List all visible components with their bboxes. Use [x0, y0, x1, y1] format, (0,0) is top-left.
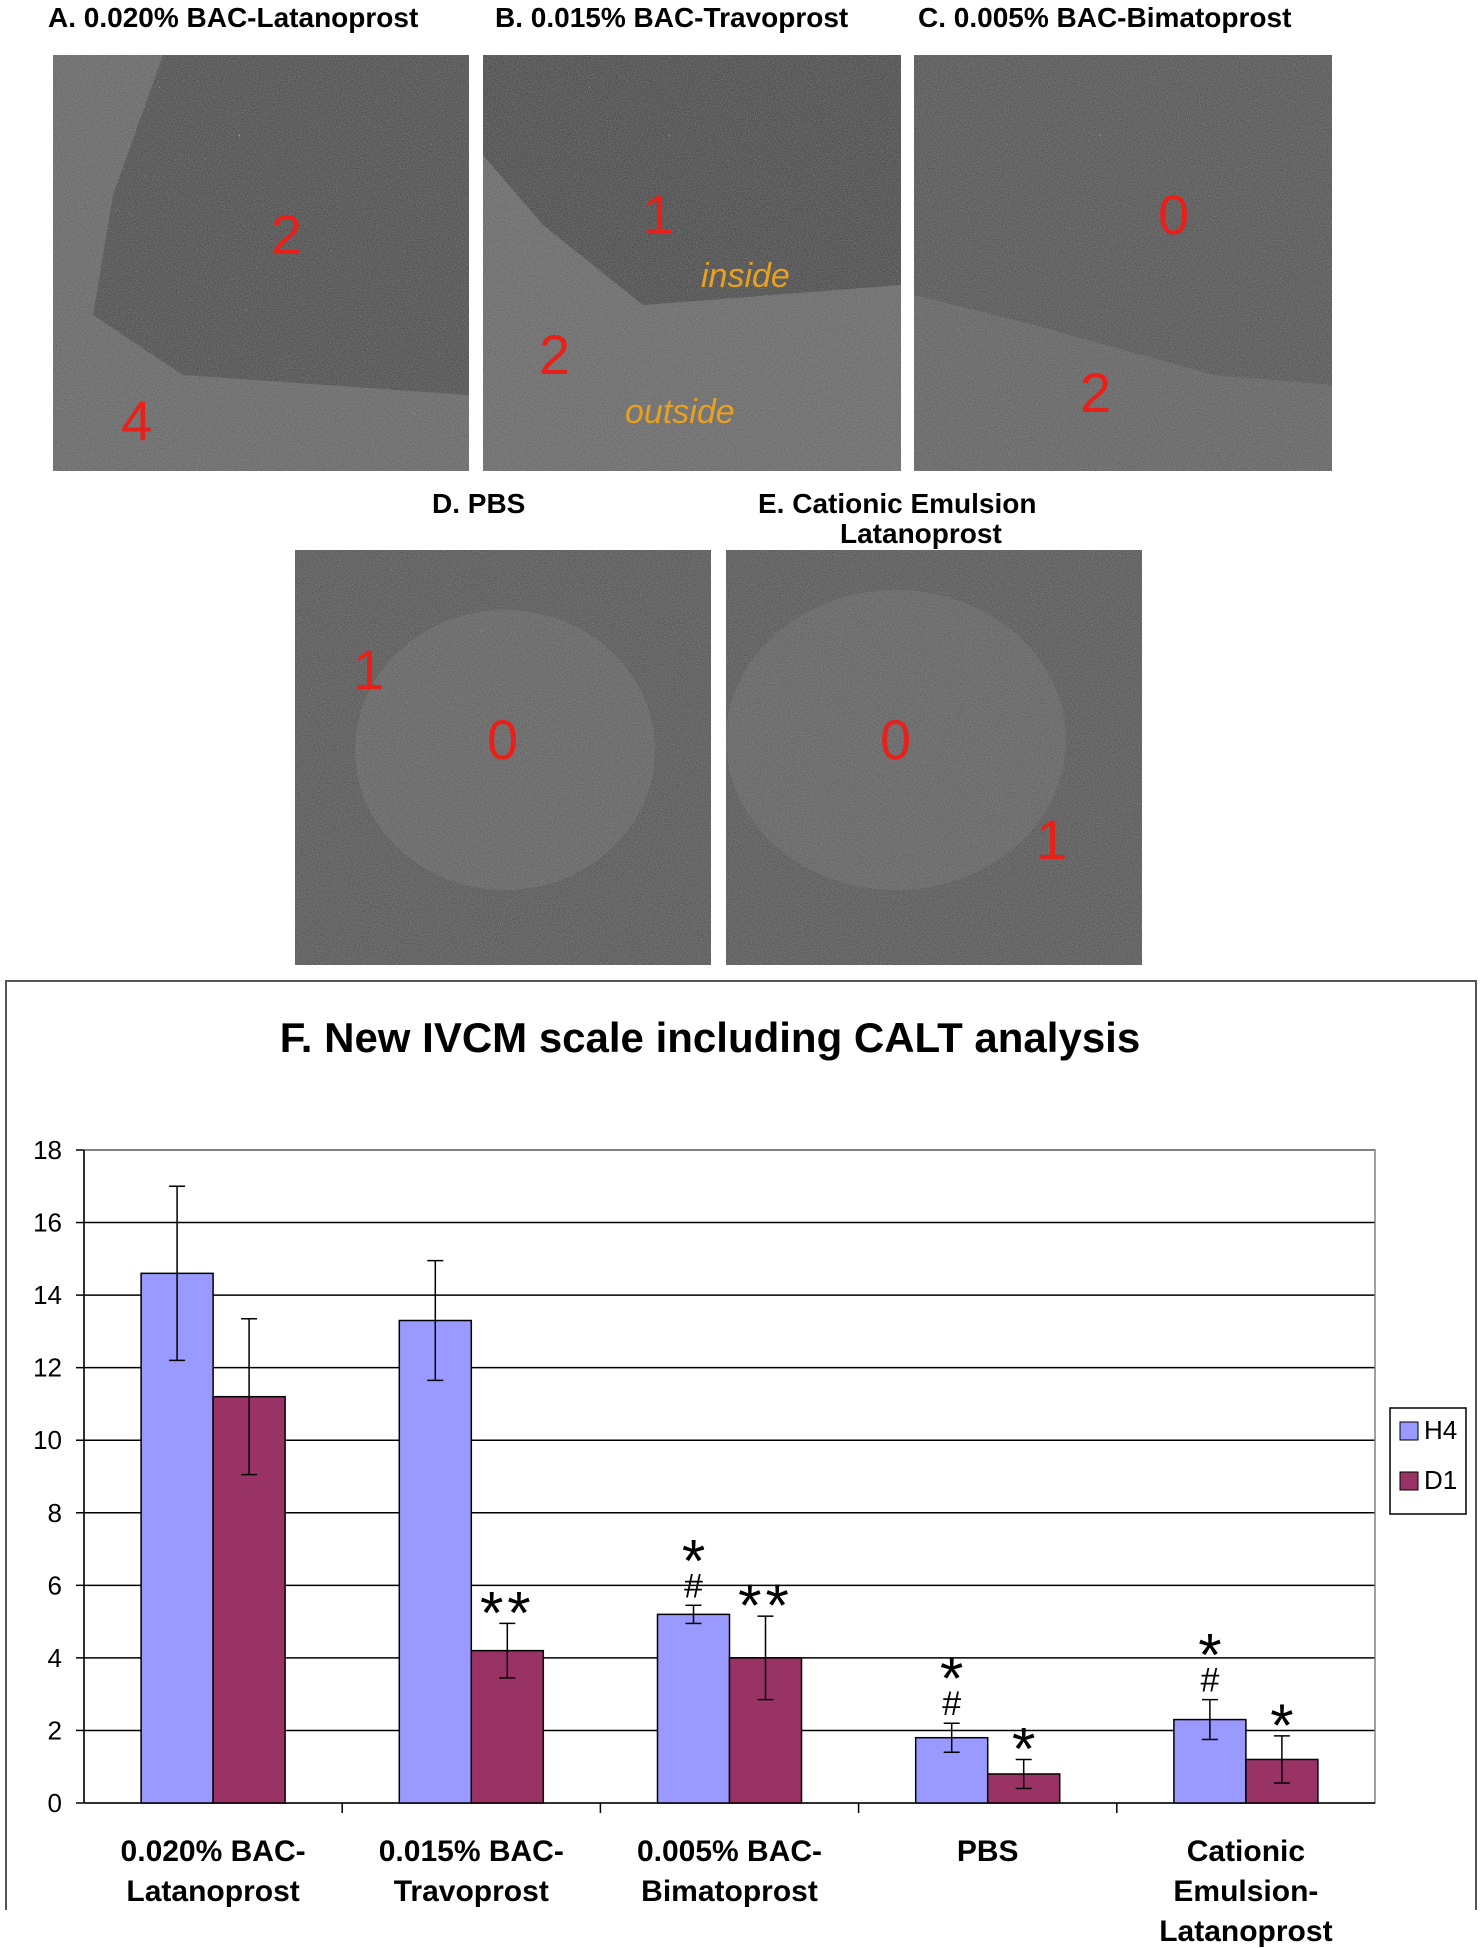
legend-label-h4: H4: [1424, 1415, 1457, 1445]
significance-mark: **: [480, 1579, 535, 1646]
panel-a-title: A. 0.020% BAC-Latanoprost: [48, 2, 419, 33]
panel-b-score-outside: 2: [539, 323, 571, 386]
y-tick-label: 2: [48, 1715, 62, 1745]
micrograph-panel-a: 2 4: [53, 55, 469, 471]
significance-mark: *: [682, 1527, 705, 1594]
panel-a-score-center: 2: [271, 203, 303, 266]
micrograph-a-image: [53, 55, 469, 471]
panel-c-title: C. 0.005% BAC-Bimatoprost: [918, 2, 1292, 33]
y-tick-label: 12: [33, 1353, 62, 1383]
significance-mark: #: [1200, 1662, 1219, 1700]
panel-c-score-edge: 2: [1080, 361, 1112, 424]
panel-e-title-line1: E. Cationic Emulsion: [758, 488, 1037, 519]
category-label: Emulsion-: [1173, 1875, 1318, 1908]
panel-b-title: B. 0.015% BAC-Travoprost: [495, 2, 849, 33]
bar-h4: [656, 1613, 731, 1804]
legend-label-d1: D1: [1424, 1465, 1457, 1495]
y-tick-label: 10: [33, 1425, 62, 1455]
bar-h4: [398, 1319, 473, 1804]
panel-d-score-edge: 1: [353, 638, 385, 701]
panel-e-score-edge: 1: [1036, 808, 1068, 871]
panel-b-label-outside: outside: [625, 393, 735, 431]
y-tick-label: 14: [33, 1280, 62, 1310]
category-label: Bimatoprost: [641, 1875, 818, 1908]
category-label: 0.020% BAC-: [121, 1835, 306, 1868]
category-label: 0.015% BAC-: [379, 1835, 564, 1868]
micrograph-d-image: [295, 550, 711, 965]
category-label: Travoprost: [394, 1875, 549, 1908]
significance-mark: *: [1012, 1715, 1035, 1782]
significance-mark: #: [684, 1567, 703, 1605]
micrograph-e-image: [726, 550, 1142, 965]
panel-b-label-inside: inside: [701, 257, 790, 295]
chart-title: F. New IVCM scale including CALT analysi…: [280, 1014, 1140, 1061]
y-tick-label: 0: [48, 1788, 62, 1818]
panel-c-score-center: 0: [1158, 183, 1190, 246]
micrograph-panel-b: 1 2 inside outside: [483, 55, 901, 471]
panel-d-title: D. PBS: [432, 488, 526, 519]
category-label: Latanoprost: [1159, 1915, 1332, 1948]
panel-b-score-inside: 1: [643, 183, 675, 246]
category-label: Cationic: [1187, 1835, 1305, 1868]
panel-a-score-edge: 4: [121, 389, 153, 452]
significance-mark: **: [738, 1572, 793, 1639]
y-tick-label: 18: [33, 1135, 62, 1165]
category-label: Latanoprost: [126, 1875, 299, 1908]
significance-mark: *: [1270, 1692, 1293, 1759]
panel-e-score-center: 0: [880, 708, 912, 771]
micrograph-c-image: [914, 55, 1332, 471]
significance-mark: *: [1198, 1622, 1221, 1689]
y-tick-label: 4: [48, 1643, 62, 1673]
significance-mark: #: [942, 1685, 961, 1723]
legend-swatch-h4: [1399, 1421, 1419, 1441]
panel-e-title-line2: Latanoprost: [840, 518, 1002, 549]
y-tick-label: 16: [33, 1208, 62, 1238]
category-label: 0.005% BAC-: [637, 1835, 822, 1868]
micrograph-panel-d: 1 0: [295, 550, 711, 965]
micrograph-panel-e: 0 1: [726, 550, 1142, 965]
micrograph-b-image: [483, 55, 901, 471]
category-label: PBS: [957, 1835, 1019, 1868]
y-tick-label: 6: [48, 1570, 62, 1600]
legend-swatch-d1: [1399, 1471, 1419, 1491]
y-tick-label: 8: [48, 1498, 62, 1528]
micrograph-panel-c: 0 2: [914, 55, 1332, 471]
chart-frame: [5, 980, 1477, 1910]
panel-d-score-center: 0: [487, 708, 519, 771]
significance-mark: *: [940, 1645, 963, 1712]
